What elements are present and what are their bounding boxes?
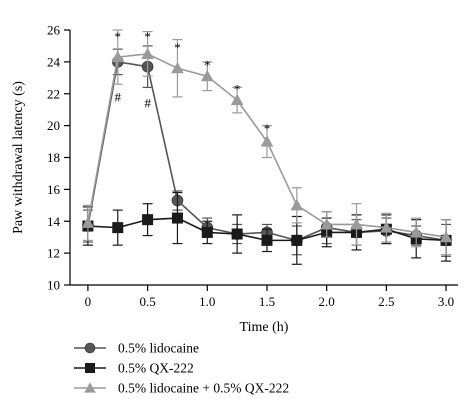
x-tick-label: 0.5 bbox=[139, 294, 155, 309]
series-layer bbox=[81, 29, 453, 265]
data-point bbox=[112, 222, 124, 234]
data-point bbox=[171, 212, 183, 224]
y-axis-title: Paw withdrawal latency (s) bbox=[11, 81, 26, 234]
data-point bbox=[439, 230, 453, 243]
y-tick-label: 14 bbox=[47, 214, 61, 229]
data-point bbox=[291, 234, 303, 246]
data-point bbox=[350, 218, 363, 230]
x-tick-label: 1.0 bbox=[199, 294, 215, 309]
data-point bbox=[261, 234, 273, 246]
data-point bbox=[142, 214, 154, 226]
data-point bbox=[230, 93, 244, 106]
data-point bbox=[200, 69, 214, 82]
data-point bbox=[290, 198, 304, 211]
data-point bbox=[380, 221, 393, 233]
data-point bbox=[171, 61, 184, 74]
y-tick-label: 22 bbox=[47, 86, 60, 101]
y-tick-label: 18 bbox=[47, 150, 60, 165]
data-point bbox=[201, 226, 213, 238]
legend-marker bbox=[84, 342, 96, 354]
data-point bbox=[141, 47, 154, 59]
data-point bbox=[81, 216, 95, 228]
x-axis-title: Time (h) bbox=[240, 320, 289, 335]
significance-hash: # bbox=[144, 96, 151, 111]
legend-marker bbox=[84, 382, 96, 393]
significance-asterisk: * bbox=[115, 29, 122, 44]
legend-label: 0.5% lidocaine bbox=[118, 341, 199, 356]
significance-asterisk: * bbox=[234, 81, 241, 96]
y-tick-label: 24 bbox=[47, 54, 61, 69]
y-tick-label: 20 bbox=[47, 118, 60, 133]
x-tick-label: 1.5 bbox=[259, 294, 275, 309]
significance-asterisk: * bbox=[264, 121, 271, 136]
data-point bbox=[111, 50, 125, 63]
data-point bbox=[320, 218, 334, 230]
y-tick-label: 10 bbox=[47, 278, 60, 293]
axes: 10 12 14 16 18 20 22 24 26 0 0.5 1.0 1.5 2.0 2.5 3.0 bbox=[47, 23, 458, 309]
significance-asterisk: * bbox=[204, 57, 211, 72]
legend-marker bbox=[85, 363, 95, 373]
data-point bbox=[231, 228, 243, 240]
y-tick-label: 26 bbox=[47, 23, 61, 38]
legend-label: 0.5% lidocaine + 0.5% QX-222 bbox=[118, 381, 289, 396]
x-tick-label: 0 bbox=[85, 294, 92, 309]
y-tick-label: 12 bbox=[47, 246, 60, 261]
data-point bbox=[409, 226, 423, 238]
significance-asterisk: * bbox=[174, 40, 181, 55]
legend-label: 0.5% QX-222 bbox=[118, 361, 194, 376]
data-point bbox=[260, 135, 274, 147]
annotations: * * * * * * # # bbox=[115, 29, 271, 136]
significance-hash: # bbox=[115, 89, 122, 104]
x-tick-label: 3.0 bbox=[438, 294, 454, 309]
legend: 0.5% lidocaine 0.5% QX-222 0.5% lidocaine … bbox=[74, 341, 289, 396]
significance-asterisk: * bbox=[144, 29, 151, 44]
x-tick-label: 2.0 bbox=[319, 294, 335, 309]
x-tick-label: 2.5 bbox=[378, 294, 394, 309]
series-3 bbox=[81, 29, 453, 256]
y-tick-label: 16 bbox=[47, 182, 61, 197]
